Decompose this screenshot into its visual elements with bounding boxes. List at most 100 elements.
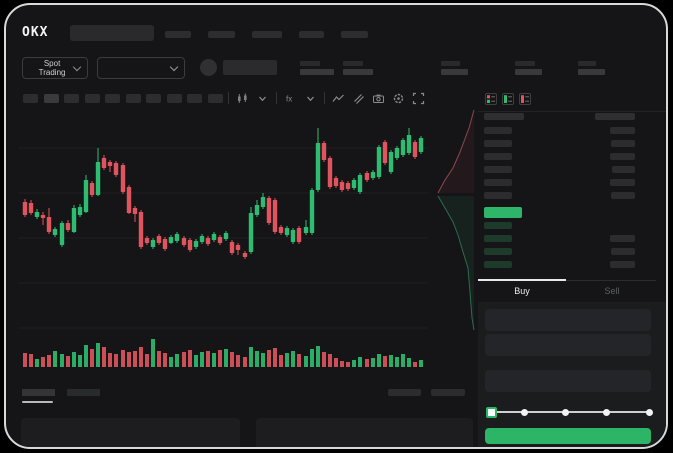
ask-row-price[interactable] bbox=[484, 153, 512, 160]
chevron-down-icon bbox=[169, 62, 179, 71]
nav-item[interactable] bbox=[252, 31, 282, 38]
timeframe-button[interactable] bbox=[207, 94, 223, 103]
placeholder-bar bbox=[515, 69, 542, 75]
settings-icon[interactable] bbox=[392, 92, 405, 105]
market-stat bbox=[515, 61, 542, 75]
nav-item[interactable] bbox=[341, 31, 368, 38]
timeframe-button[interactable] bbox=[187, 94, 202, 103]
slider-stop[interactable] bbox=[520, 408, 528, 416]
footer-action-button[interactable] bbox=[388, 389, 421, 396]
timeframe-button[interactable] bbox=[146, 94, 161, 103]
orders-tab-active[interactable] bbox=[22, 389, 55, 396]
book-header-amount bbox=[595, 113, 635, 120]
indicators-icon[interactable] bbox=[332, 92, 345, 105]
ask-row-amount[interactable] bbox=[610, 153, 635, 160]
ask-row-price[interactable] bbox=[484, 166, 512, 173]
tab-sell[interactable]: Sell bbox=[604, 286, 620, 296]
orderbook-all-icon[interactable] bbox=[485, 92, 497, 110]
nav-item[interactable] bbox=[299, 31, 324, 38]
placeholder-bar bbox=[343, 61, 363, 66]
camera-icon[interactable] bbox=[372, 92, 385, 105]
divider bbox=[276, 92, 277, 104]
tab-buy[interactable]: Buy bbox=[514, 286, 530, 296]
divider bbox=[324, 92, 325, 104]
book-header-price bbox=[484, 113, 524, 120]
orders-table-placeholder bbox=[256, 418, 473, 447]
orderbook-asks-icon[interactable] bbox=[519, 92, 531, 110]
last-price-placeholder bbox=[223, 60, 277, 75]
chevron-down-icon[interactable] bbox=[256, 92, 269, 105]
placeholder-bar bbox=[441, 69, 468, 75]
trade-form bbox=[478, 302, 666, 447]
timeframe-button[interactable] bbox=[105, 94, 120, 103]
timeframe-button[interactable] bbox=[84, 94, 100, 103]
ask-row-price[interactable] bbox=[484, 127, 512, 134]
ask-row-price[interactable] bbox=[484, 179, 512, 186]
market-stat bbox=[441, 61, 468, 75]
okx-logo[interactable]: OKX bbox=[22, 25, 49, 40]
bid-row-price[interactable] bbox=[484, 248, 512, 255]
placeholder-bar bbox=[515, 61, 535, 66]
ask-row-amount[interactable] bbox=[610, 179, 635, 186]
divider bbox=[228, 92, 229, 104]
top-nav bbox=[165, 31, 368, 38]
bid-row-price[interactable] bbox=[484, 235, 512, 242]
orderbook-panel: Buy Sell bbox=[478, 90, 666, 302]
market-stat bbox=[343, 61, 373, 75]
placeholder-bar bbox=[441, 61, 460, 66]
draw-tools-icon[interactable] bbox=[352, 92, 365, 105]
chevron-down-icon[interactable] bbox=[304, 92, 317, 105]
slider-stop[interactable] bbox=[645, 408, 653, 416]
fullscreen-icon[interactable] bbox=[412, 92, 425, 105]
depth-chart bbox=[437, 109, 475, 331]
ask-row-amount[interactable] bbox=[611, 140, 635, 147]
orderbook-mode-icons bbox=[485, 92, 531, 110]
slider-stop[interactable] bbox=[561, 408, 569, 416]
active-tab-underline bbox=[22, 401, 53, 403]
amount-slider[interactable] bbox=[486, 407, 653, 418]
ask-row-price[interactable] bbox=[484, 192, 512, 199]
total-input[interactable] bbox=[485, 370, 651, 392]
svg-text:fx: fx bbox=[286, 94, 292, 103]
bid-row-amount[interactable] bbox=[610, 235, 635, 242]
bid-row-amount[interactable] bbox=[610, 261, 635, 268]
chart-toolbar: fx bbox=[228, 91, 425, 105]
ask-row-price[interactable] bbox=[484, 140, 512, 147]
timeframe-button[interactable] bbox=[166, 94, 182, 103]
price-input[interactable] bbox=[485, 309, 651, 331]
timeframe-buttons bbox=[23, 94, 223, 103]
app-frame: OKX Spot Trading fx Buy Sell bbox=[4, 3, 668, 449]
orders-tab[interactable] bbox=[67, 389, 100, 396]
pair-dropdown[interactable] bbox=[97, 57, 185, 79]
ask-row-amount[interactable] bbox=[611, 192, 635, 199]
last-price-badge[interactable] bbox=[484, 207, 522, 218]
orderbook-bids-icon[interactable] bbox=[502, 92, 514, 110]
slider-handle[interactable] bbox=[486, 407, 497, 418]
bid-row-price[interactable] bbox=[484, 222, 512, 229]
slider-stop[interactable] bbox=[602, 408, 610, 416]
fx-icon[interactable]: fx bbox=[284, 92, 297, 105]
nav-item[interactable] bbox=[165, 31, 191, 38]
divider bbox=[478, 111, 666, 112]
nav-item[interactable] bbox=[208, 31, 235, 38]
placeholder-bar bbox=[300, 69, 334, 75]
bid-row-price[interactable] bbox=[484, 261, 512, 268]
timeframe-button[interactable] bbox=[23, 94, 38, 103]
ask-row-amount[interactable] bbox=[610, 127, 635, 134]
bid-row-amount[interactable] bbox=[611, 248, 635, 255]
footer-action-button[interactable] bbox=[431, 389, 465, 396]
market-type-dropdown[interactable]: Spot Trading bbox=[22, 57, 88, 79]
ask-row-amount[interactable] bbox=[612, 166, 635, 173]
candles-icon[interactable] bbox=[236, 92, 249, 105]
amount-input[interactable] bbox=[485, 334, 651, 356]
orders-table-placeholder bbox=[21, 418, 240, 447]
timeframe-button[interactable] bbox=[43, 94, 59, 103]
placeholder-bar bbox=[578, 61, 596, 66]
buy-tab-indicator bbox=[478, 279, 566, 281]
placeholder-bar bbox=[578, 69, 605, 75]
buy-button[interactable] bbox=[485, 428, 651, 444]
slider-track[interactable] bbox=[491, 411, 649, 413]
timeframe-button[interactable] bbox=[64, 94, 79, 103]
timeframe-button[interactable] bbox=[125, 94, 141, 103]
search-input[interactable] bbox=[70, 25, 154, 41]
